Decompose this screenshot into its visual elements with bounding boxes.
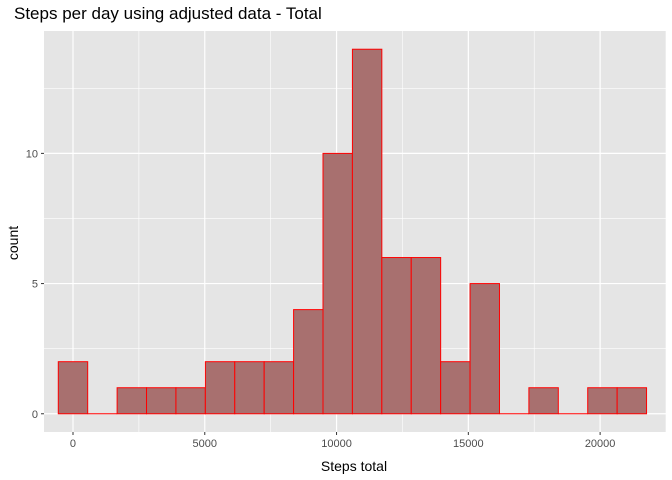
histogram-bar bbox=[528, 387, 559, 415]
histogram-bar bbox=[322, 152, 353, 415]
chart-title: Steps per day using adjusted data - Tota… bbox=[14, 4, 322, 23]
x-tick-label: 0 bbox=[70, 438, 76, 450]
histogram-bar bbox=[175, 387, 206, 415]
histogram-bar bbox=[351, 48, 383, 415]
bars-group bbox=[57, 48, 648, 415]
histogram-bar bbox=[587, 387, 618, 415]
x-axis-label: Steps total bbox=[321, 458, 387, 474]
x-tick-label: 15000 bbox=[453, 438, 484, 450]
x-tick-label: 5000 bbox=[193, 438, 217, 450]
histogram-bar bbox=[469, 283, 500, 415]
histogram-bar bbox=[146, 387, 177, 415]
histogram-bar bbox=[263, 361, 295, 415]
histogram-bar bbox=[57, 361, 89, 415]
histogram-bar bbox=[116, 387, 148, 415]
histogram-bar bbox=[234, 361, 265, 415]
x-axis-ticks: 0 5000 10000 15000 20000 bbox=[70, 432, 615, 450]
histogram-bar bbox=[293, 309, 324, 415]
histogram-bar bbox=[204, 361, 236, 415]
histogram-bar bbox=[381, 257, 412, 415]
y-tick-label: 0 bbox=[32, 409, 38, 421]
histogram-bar bbox=[440, 361, 471, 415]
y-tick-label: 5 bbox=[32, 279, 38, 291]
y-tick-label: 10 bbox=[26, 148, 38, 160]
y-axis-label: count bbox=[5, 226, 21, 260]
x-tick-label: 10000 bbox=[321, 438, 352, 450]
histogram-bar bbox=[410, 257, 442, 415]
histogram-bar bbox=[616, 387, 648, 415]
x-tick-label: 20000 bbox=[585, 438, 616, 450]
y-axis-ticks: 0 5 10 bbox=[26, 148, 44, 421]
